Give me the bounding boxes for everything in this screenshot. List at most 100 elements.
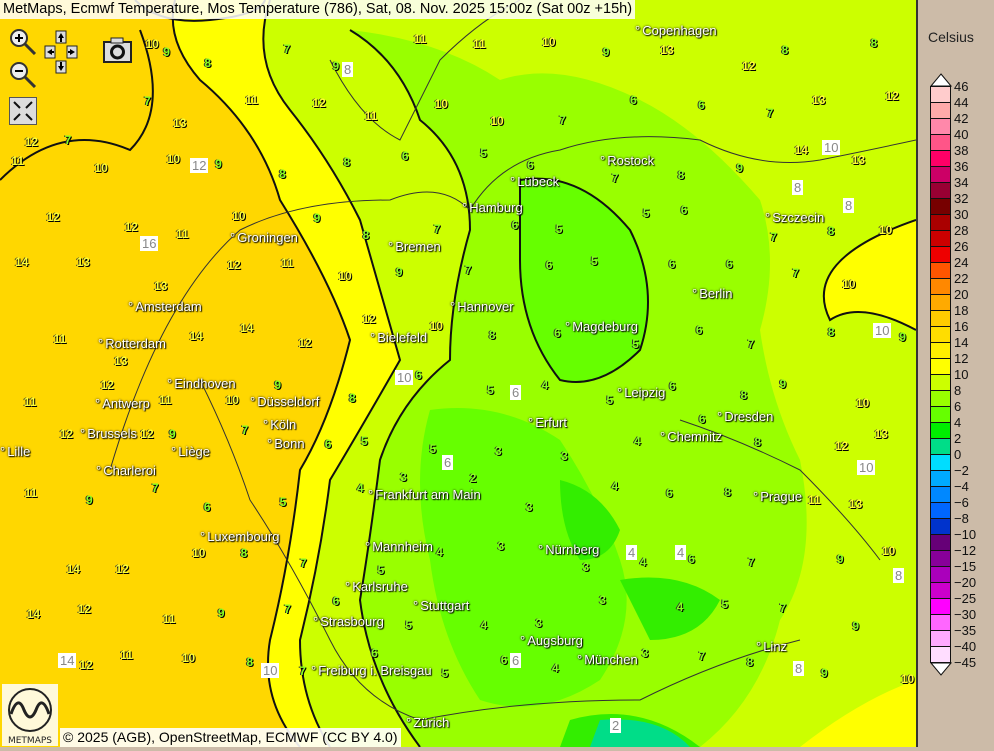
station-temperature: 6 [401, 149, 409, 164]
station-temperature: 11 [11, 154, 25, 169]
station-temperature: 4 [357, 481, 364, 496]
station-temperature: 11 [176, 226, 189, 241]
screenshot-button[interactable] [103, 37, 133, 68]
city-label: München [577, 652, 637, 667]
station-temperature: 4 [639, 555, 647, 570]
legend-label: 14 [954, 335, 969, 350]
city-label: Copenhagen [635, 23, 716, 38]
station-temperature: 10 [181, 650, 196, 665]
station-temperature: 12 [742, 59, 756, 74]
contour-label: 6 [442, 455, 454, 470]
station-temperature: 8 [362, 227, 370, 242]
station-temperature: 7 [284, 601, 291, 616]
station-temperature: 7 [792, 266, 800, 281]
station-temperature: 4 [633, 433, 641, 448]
city-label: Dresden [717, 409, 773, 424]
station-temperature: 10 [900, 672, 915, 687]
station-temperature: 10 [225, 393, 239, 408]
station-temperature: 8 [677, 167, 685, 182]
legend-label: 8 [954, 383, 962, 398]
pan-arrows-icon [44, 30, 78, 74]
city-label: Köln [263, 417, 296, 432]
legend-label: −4 [954, 479, 969, 494]
station-temperature: 4 [676, 600, 684, 615]
legend-label: −35 [954, 623, 977, 638]
legend-label: 32 [954, 191, 969, 206]
station-temperature: 8 [204, 56, 212, 71]
city-label: Chemnitz [660, 429, 722, 444]
station-temperature: 12 [362, 312, 376, 327]
station-temperature: 5 [377, 562, 385, 577]
station-temperature: 10 [338, 268, 352, 283]
legend-label: −20 [954, 575, 977, 590]
legend-swatch [930, 406, 951, 423]
station-temperature: 12 [46, 209, 60, 224]
contour-label: 8 [893, 568, 905, 583]
station-temperature: 7 [747, 336, 755, 351]
station-temperature: 8 [279, 167, 286, 182]
pan-control[interactable] [44, 30, 78, 81]
legend-label: 2 [954, 431, 962, 446]
fullscreen-button[interactable] [9, 97, 37, 130]
station-temperature: 10 [882, 544, 896, 559]
legend-label: 12 [954, 351, 969, 366]
city-label: Magdeburg [565, 319, 638, 334]
station-temperature: 11 [245, 92, 259, 107]
legend-swatch [930, 550, 951, 567]
station-temperature: 10 [94, 161, 108, 176]
legend-label: 16 [954, 319, 969, 334]
station-temperature: 6 [371, 646, 378, 661]
station-temperature: 6 [203, 500, 211, 515]
station-temperature: 14 [26, 607, 41, 621]
station-temperature: 13 [812, 92, 826, 107]
contour-label: 10 [873, 323, 892, 338]
station-temperature: 7 [770, 229, 777, 244]
legend-swatch [930, 86, 951, 103]
station-temperature: 8 [724, 484, 732, 499]
legend-swatch [930, 470, 951, 487]
station-temperature: 10 [842, 276, 856, 291]
zone-2-4 [560, 480, 720, 747]
legend-swatch [930, 422, 951, 439]
station-temperature: 11 [120, 647, 133, 662]
station-temperature: 12 [834, 439, 849, 454]
zoom-out-button[interactable] [8, 60, 38, 93]
station-temperature: 4 [480, 617, 488, 632]
station-temperature: 9 [852, 619, 860, 634]
station-temperature: 6 [545, 258, 553, 273]
city-label: Bielefeld [370, 330, 427, 345]
metmaps-logo[interactable]: METMAPS [2, 684, 58, 746]
station-temperature: 11 [413, 32, 427, 47]
contour-label: 6 [510, 385, 522, 400]
station-temperature: 11 [53, 332, 67, 347]
station-temperature: 12 [140, 427, 154, 442]
legend-swatch [930, 614, 951, 631]
legend-swatch [930, 310, 951, 327]
station-temperature: 5 [590, 254, 598, 269]
station-temperature: 9 [820, 666, 828, 681]
city-label: Frankfurt am Main [368, 487, 480, 502]
station-temperature: 12 [124, 220, 138, 235]
station-temperature: 9 [899, 330, 906, 345]
contour-label: 8 [793, 661, 805, 676]
legend-label: −8 [954, 511, 969, 526]
city-label: Bremen [388, 239, 441, 254]
station-temperature: 14 [794, 142, 808, 157]
station-temperature: 6 [668, 256, 676, 271]
station-temperature: 3 [561, 449, 568, 464]
station-temperature: 3 [497, 538, 505, 553]
station-temperature: 8 [754, 434, 761, 449]
legend-swatch [930, 166, 951, 183]
zoom-in-button[interactable] [8, 27, 38, 60]
station-temperature: 7 [747, 555, 755, 570]
city-label: Charleroi [96, 463, 156, 478]
station-temperature: 13 [848, 496, 863, 511]
legend-swatch [930, 134, 951, 151]
temperature-map[interactable]: Copenhagen Rostock Lübeck Hamburg Szczecin Gr… [0, 0, 916, 747]
station-temperature: 6 [669, 379, 676, 394]
legend-label: 4 [954, 415, 962, 430]
station-temperature: 9 [86, 493, 93, 508]
station-temperature: 13 [660, 42, 674, 57]
city-label: Brussels [80, 426, 137, 441]
camera-icon [103, 37, 132, 63]
